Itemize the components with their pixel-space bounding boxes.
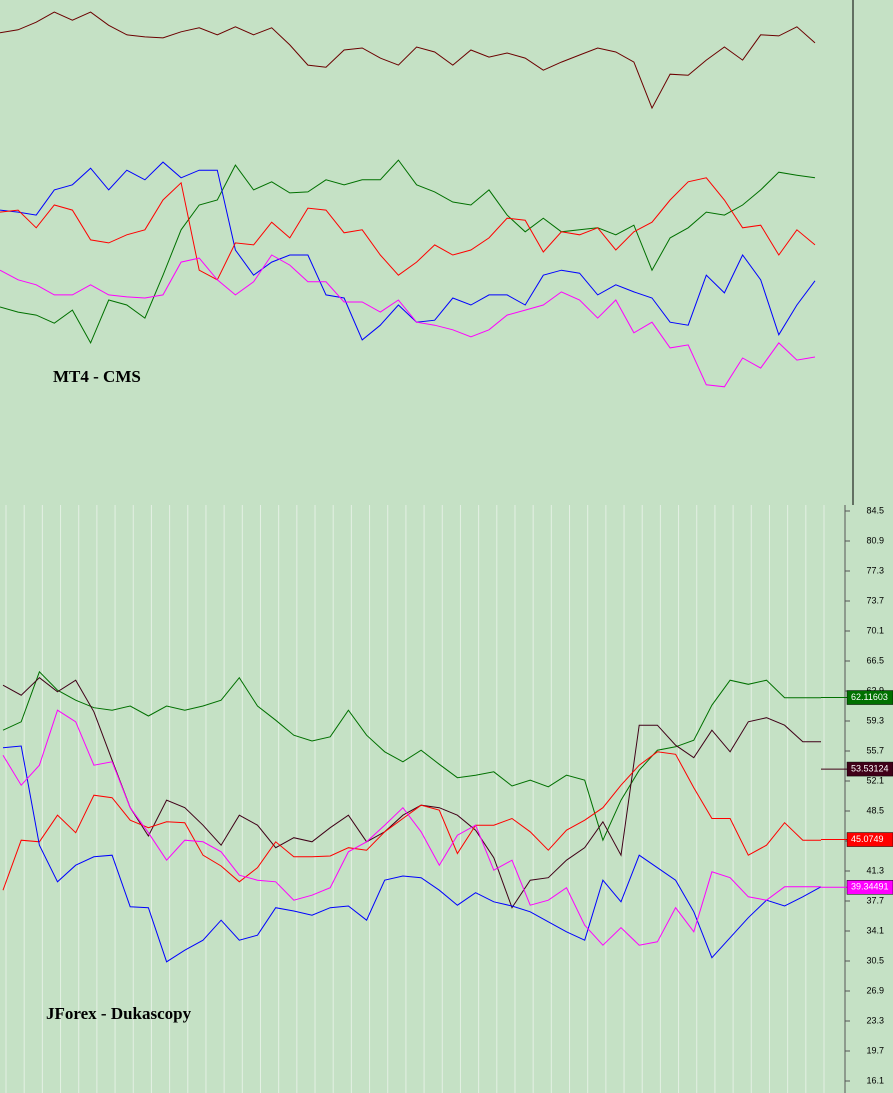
- series-line: [0, 177, 816, 281]
- y-tick-label: 77.3: [866, 565, 884, 575]
- y-tick-label: 26.9: [866, 985, 884, 995]
- chart-title: MT4 - CMS: [53, 367, 141, 386]
- series-line: [2, 677, 821, 909]
- y-tick-label: 19.7: [866, 1045, 884, 1055]
- last-value-label: 39.34491: [851, 882, 889, 892]
- series-line: [2, 745, 822, 963]
- last-value-box: [846, 880, 893, 895]
- series-line: [2, 751, 821, 891]
- y-tick-label: 70.1: [866, 625, 884, 635]
- series-line: [0, 11, 816, 110]
- y-tick-label: 84.5: [866, 505, 884, 515]
- series-line: [0, 161, 816, 341]
- y-tick-label: 34.1: [866, 925, 884, 935]
- y-tick-label: 23.3: [866, 1015, 884, 1025]
- y-tick-label: 41.3: [866, 865, 884, 875]
- y-tick-label: 16.1: [866, 1075, 884, 1085]
- series-line: [0, 254, 816, 388]
- y-tick-label: 66.5: [866, 655, 884, 665]
- y-tick-label: 37.7: [866, 895, 884, 905]
- y-tick-label: 48.5: [866, 805, 884, 815]
- last-value-box: [846, 832, 893, 847]
- y-tick-label: 52.1: [866, 775, 884, 785]
- series-line: [2, 709, 821, 946]
- last-value-label: 53.53124: [851, 763, 889, 773]
- last-value-label: 62.11603: [851, 692, 888, 702]
- last-value-label: 45.0749: [851, 834, 884, 844]
- y-tick-label: 73.7: [866, 595, 884, 605]
- series-line: [2, 670, 821, 842]
- series-line: [0, 159, 816, 345]
- last-value-box: [846, 690, 893, 705]
- y-tick-label: 55.7: [866, 745, 884, 755]
- chart-title: JForex - Dukascopy: [46, 1004, 192, 1023]
- y-tick-label: 80.9: [866, 535, 884, 545]
- y-tick-label: 59.3: [866, 715, 884, 725]
- y-tick-label: 30.5: [866, 955, 884, 965]
- last-value-box: [846, 761, 893, 777]
- axis-area: [845, 505, 893, 1093]
